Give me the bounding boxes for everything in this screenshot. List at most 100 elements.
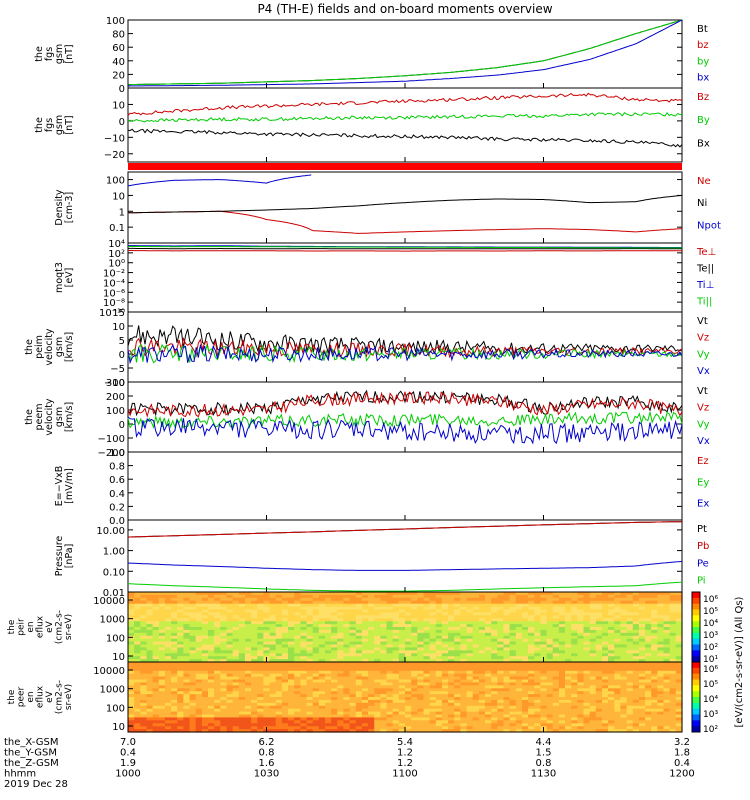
spectrogram-cell: [349, 705, 357, 710]
spectrogram-cell: [201, 632, 209, 637]
spectrogram-cell: [645, 600, 652, 605]
spectrogram-cell: [472, 647, 480, 651]
spectrogram-cell: [552, 679, 560, 683]
spectrogram-cell: [146, 638, 154, 643]
spectrogram-cell: [349, 673, 357, 678]
spectrogram-cell: [220, 597, 228, 602]
spectrogram-cell: [214, 664, 221, 669]
spectrogram-cell: [226, 711, 234, 716]
spectrogram-cell: [478, 624, 486, 628]
spectrogram-cell: [300, 685, 308, 689]
spectrogram-cell: [214, 621, 221, 625]
spectrogram-cell: [478, 618, 486, 622]
spectrogram-cell: [602, 656, 609, 660]
spectrogram-cell: [183, 711, 191, 716]
spectrogram-cell: [608, 594, 615, 599]
y-tick-label: 0.01: [103, 588, 125, 599]
spectrogram-cell: [294, 729, 301, 733]
spectrogram-cell: [337, 723, 345, 727]
y-tick-label: 1000: [100, 615, 125, 626]
spectrogram-cell: [134, 705, 141, 710]
spectrogram-cell: [429, 650, 437, 654]
spectrogram-cell: [183, 627, 191, 631]
spectrogram-cell: [257, 650, 265, 654]
spectrogram-cell: [663, 624, 671, 628]
spectrogram-cell: [226, 609, 234, 613]
spectrogram-cell: [294, 592, 301, 596]
spectrogram-cell: [232, 621, 240, 625]
colorbar-segment: [692, 673, 700, 680]
spectrogram-cell: [245, 673, 252, 678]
spectrogram-cell: [663, 592, 671, 596]
spectrogram-cell: [275, 664, 283, 669]
spectrogram-cell: [146, 597, 154, 602]
spectrogram-cell: [355, 653, 363, 657]
spectrogram-cell: [645, 702, 652, 707]
spectrogram-cell: [300, 641, 308, 646]
spectrogram-cell: [638, 667, 646, 672]
spectrogram-cell: [577, 673, 585, 678]
spectrogram-cell: [325, 708, 332, 713]
spectrogram-cell: [152, 621, 160, 625]
spectrogram-cell: [386, 694, 394, 698]
spectrogram-cell: [238, 627, 246, 631]
spectrogram-cell: [226, 717, 234, 721]
spectrogram-cell: [343, 711, 351, 716]
spectrogram-cell: [275, 653, 283, 657]
spectrogram-cell: [503, 699, 511, 704]
spectrogram-cell: [281, 592, 289, 596]
spectrogram-cell: [201, 664, 209, 669]
spectrogram-cell: [540, 708, 548, 713]
spectrogram-cell: [158, 688, 166, 692]
spectrogram-cell: [152, 720, 160, 724]
spectrogram-cell: [522, 621, 529, 625]
spectrogram-cell: [245, 647, 252, 651]
spectrogram-cell: [275, 676, 283, 681]
spectrogram-cell: [361, 659, 369, 663]
spectrogram-cell: [657, 711, 665, 716]
spectrogram-cell: [195, 720, 203, 724]
spectrogram-cell: [263, 717, 271, 721]
spectrogram-cell: [448, 600, 455, 605]
spectrogram-cell: [386, 697, 394, 701]
spectrogram-cell: [534, 612, 542, 616]
spectrogram-cell: [380, 688, 388, 692]
spectrogram-cell: [300, 612, 308, 616]
spectrogram-cell: [540, 653, 548, 657]
spectrogram-cell: [392, 647, 400, 651]
spectrogram-cell: [669, 662, 677, 666]
spectrogram-cell: [263, 629, 271, 634]
spectrogram-cell: [257, 679, 265, 683]
spectrogram-cell: [589, 673, 597, 678]
spectrogram-cell: [300, 644, 308, 648]
spectrogram-cell: [146, 702, 154, 707]
y-tick-label: 0.4: [109, 489, 125, 500]
spectrogram-cell: [515, 726, 523, 730]
spectrogram-cell: [208, 682, 215, 686]
spectrogram-cell: [158, 714, 166, 718]
spectrogram-cell: [620, 691, 628, 695]
spectrogram-cell: [386, 662, 394, 666]
spectrogram-cell: [325, 694, 332, 698]
spectrogram-cell: [583, 641, 591, 646]
spectrogram-cell: [318, 644, 326, 648]
spectrogram-cell: [392, 685, 400, 689]
spectrogram-cell: [220, 714, 228, 718]
spectrogram-cell: [226, 691, 234, 695]
spectrogram-cell: [300, 720, 308, 724]
spectrogram-cell: [497, 697, 505, 701]
spectrogram-cell: [478, 600, 486, 605]
spectrogram-cell: [657, 691, 665, 695]
spectrogram-cell: [263, 606, 271, 611]
spectrogram-cell: [275, 656, 283, 660]
spectrogram-cell: [281, 670, 289, 675]
spectrogram-cell: [528, 600, 535, 605]
spectrogram-cell: [663, 659, 671, 663]
y-tick-label: 0.6: [109, 475, 125, 486]
spectrogram-cell: [620, 697, 628, 701]
spectrogram-cell: [337, 676, 345, 681]
spectrogram-cell: [632, 647, 640, 651]
spectrogram-cell: [423, 708, 431, 713]
spectrogram-cell: [503, 720, 511, 724]
spectrogram-cell: [645, 653, 652, 657]
